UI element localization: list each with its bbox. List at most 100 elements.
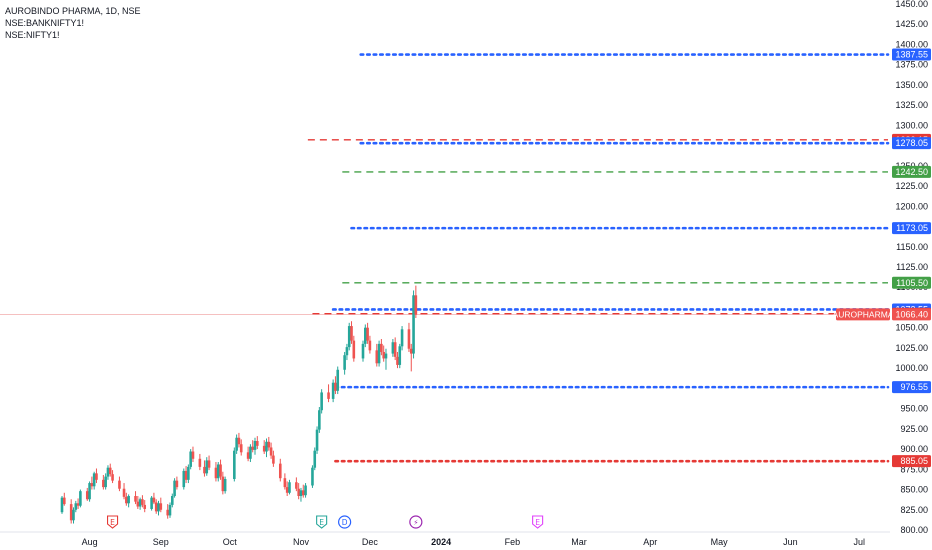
candle-body-64: [278, 463, 282, 479]
y-tick-label-21: 1325.00: [895, 100, 928, 110]
current-price-label: 1066.40: [895, 309, 928, 319]
candle-body-45: [214, 467, 218, 479]
legend-title[interactable]: AUROBINDO PHARMA, 1D, NSE: [5, 6, 141, 16]
candle-body-84: [347, 326, 351, 348]
x-tick-label-0: Aug: [82, 537, 98, 547]
candle-body-40: [191, 451, 195, 459]
candle-body-47: [219, 464, 222, 477]
candle-body-71: [301, 490, 305, 496]
y-tick-label-26: 1450.00: [895, 0, 928, 9]
candle-body-55: [249, 446, 252, 459]
candle-body-17: [118, 480, 121, 489]
candle-body-36: [182, 470, 186, 488]
candle-body-98: [396, 356, 399, 365]
level-label-2: 1278.05: [895, 138, 928, 148]
events-group: E E D ⚡ E: [107, 515, 544, 529]
y-tick-label-0: 800.00: [900, 525, 928, 535]
candle-body-24: [141, 499, 144, 505]
candle-body-91: [375, 350, 379, 364]
y-tick-label-23: 1375.00: [895, 60, 928, 70]
candle-body-50: [233, 450, 236, 480]
candle-body-72: [304, 485, 307, 496]
candle-body-31: [166, 509, 169, 516]
level-label-bg-9: [892, 455, 931, 468]
candle-body-14: [106, 467, 110, 477]
candle-body-52: [237, 437, 241, 445]
candle-body-95: [384, 353, 388, 359]
candle-body-34: [173, 480, 176, 497]
candle-body-49: [223, 479, 227, 492]
event-letter-0: E: [110, 518, 115, 527]
candle-body-42: [203, 466, 206, 474]
y-tick-label-5: 925.00: [900, 424, 928, 434]
y-tick-label-18: 1250.00: [895, 161, 928, 171]
candle-body-68: [295, 482, 298, 489]
candle-body-29: [157, 503, 160, 512]
y-tick-label-20: 1300.00: [895, 120, 928, 130]
event-letter-2: D: [342, 518, 348, 527]
level-label-bg-0: [892, 48, 931, 61]
event-letter-3: ⚡: [413, 518, 418, 527]
candle-body-99: [398, 346, 402, 365]
candle-body-53: [239, 444, 243, 453]
candle-body-75: [315, 429, 319, 451]
candle-body-2: [69, 504, 73, 521]
candle-body-56: [251, 446, 255, 450]
candle-body-20: [127, 496, 130, 504]
candle-body-70: [299, 490, 303, 497]
candle-body-8: [88, 483, 91, 500]
x-tick-label-9: May: [711, 537, 729, 547]
level-label-4: 1173.05: [896, 223, 928, 233]
candle-body-77: [320, 392, 323, 411]
y-tick-label-9: 1025.00: [895, 343, 928, 353]
x-tick-label-1: Sep: [153, 537, 169, 547]
candle-body-21: [134, 496, 137, 502]
level-label-bg-3: [892, 165, 931, 178]
y-tick-label-2: 850.00: [900, 485, 928, 495]
candle-body-22: [136, 501, 140, 507]
candle-body-96: [391, 342, 395, 354]
level-label-bg-5: [892, 276, 931, 289]
candle-body-66: [285, 487, 289, 493]
candle-body-28: [154, 502, 158, 512]
legend-compare-nifty[interactable]: NSE:NIFTY1!: [5, 30, 60, 40]
candle-body-5: [76, 503, 80, 506]
candle-body-32: [168, 504, 172, 516]
candle-body-27: [152, 497, 156, 503]
candle-body-86: [352, 340, 356, 359]
y-tick-label-14: 1150.00: [896, 242, 928, 252]
level-label-5: 1105.50: [896, 278, 928, 288]
event-marker-4: [532, 515, 544, 529]
y-tick-label-8: 1000.00: [895, 363, 928, 373]
y-tick-label-1: 825.00: [900, 505, 928, 515]
candle-body-41: [198, 458, 202, 467]
time-axis[interactable]: Aug Sep Oct Nov Dec 2024 Feb Mar Apr May Jun Jul: [0, 531, 890, 547]
symbol-tag-bg: [836, 308, 890, 321]
x-tick-label-7: Mar: [571, 537, 587, 547]
candle-body-39: [189, 451, 192, 467]
candle-body-90: [368, 340, 372, 351]
candle-body-69: [297, 488, 300, 497]
legend-compare-banknifty[interactable]: NSE:BANKNIFTY1!: [5, 18, 85, 28]
candle-body-89: [366, 327, 369, 341]
y-tick-label-3: 875.00: [900, 464, 928, 474]
candle-body-37: [184, 470, 188, 480]
y-tick-label-24: 1400.00: [895, 39, 928, 49]
x-tick-label-8: Apr: [643, 537, 657, 547]
candle-body-12: [102, 479, 105, 488]
candle-body-78: [327, 392, 330, 399]
candle-body-94: [382, 351, 385, 359]
y-tick-label-16: 1200.00: [895, 201, 928, 211]
candle-body-46: [216, 464, 220, 479]
candle-body-6: [79, 491, 82, 506]
candle-body-76: [318, 410, 321, 430]
level-label-9: 885.05: [900, 456, 928, 466]
symbol-tag: AUROPHARMA: [833, 309, 894, 319]
candle-body-11: [95, 473, 98, 480]
level-label-8: 976.55: [900, 382, 928, 392]
level-label-bg-8: [892, 381, 931, 394]
candle-body-61: [267, 441, 271, 448]
candle-body-25: [143, 504, 147, 509]
